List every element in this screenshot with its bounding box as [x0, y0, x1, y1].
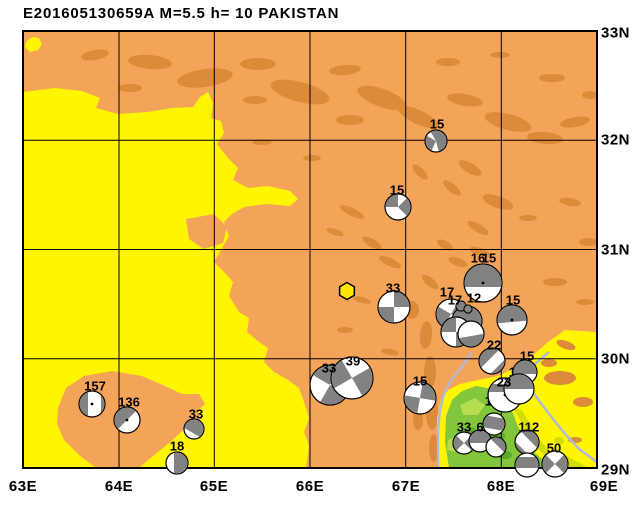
- depth-label: 39: [346, 354, 360, 369]
- x-tick-label: 63E: [8, 478, 38, 495]
- focal-mechanism-ball: [403, 381, 437, 415]
- focal-mechanism-ball: [514, 429, 540, 455]
- focal-mechanism-ball: [384, 193, 412, 221]
- province-border-line: [436, 351, 474, 468]
- depth-label: 1: [518, 420, 525, 435]
- focal-mechanism-ball: [514, 452, 540, 478]
- depth-label: 17: [440, 285, 454, 300]
- depth-label: 16: [471, 251, 485, 266]
- depth-label: 12: [467, 291, 481, 306]
- depth-label: 12: [525, 420, 539, 435]
- focal-mechanism-ball: [78, 390, 106, 418]
- depth-label: 33: [386, 281, 400, 296]
- focal-mechanism-ball: [424, 129, 448, 153]
- depth-label: 33: [457, 420, 471, 435]
- focal-mechanism-ball: [377, 290, 411, 324]
- focal-mechanism-ball: [113, 406, 141, 434]
- focal-mechanism-ball: [457, 320, 485, 348]
- y-tick-label: 31N: [601, 241, 631, 259]
- depth-label: 17: [448, 293, 462, 308]
- focal-mechanism-ball: [463, 304, 473, 314]
- y-tick-label: 30N: [601, 350, 631, 368]
- map-title: E201605130659A M=5.5 h= 10 PAKISTAN: [23, 5, 340, 22]
- focal-mechanism-ball: [478, 347, 506, 375]
- depth-label: 33: [322, 361, 336, 376]
- focal-mechanism-ball: [541, 450, 569, 478]
- x-tick-label: 67E: [391, 478, 421, 495]
- event-hexagon-marker: [338, 281, 356, 301]
- x-tick-label: 66E: [295, 478, 325, 495]
- map-frame: [22, 30, 598, 469]
- depth-label: 23: [497, 375, 511, 390]
- y-tick-label: 33N: [601, 24, 631, 42]
- y-tick-label: 32N: [601, 131, 631, 149]
- depth-label: 18: [170, 439, 184, 454]
- focal-mechanism-ball: [183, 418, 205, 440]
- focal-mechanism-ball: [482, 412, 506, 436]
- focal-mechanism-ball: [463, 263, 503, 303]
- focal-mechanism-ball: [485, 436, 507, 458]
- focal-mechanism-ball: [165, 451, 189, 475]
- depth-label: 15: [506, 293, 520, 308]
- depth-label: 15: [430, 117, 444, 132]
- depth-label: 6: [476, 420, 483, 435]
- depth-label: 22: [487, 338, 501, 353]
- depth-label: 50: [547, 441, 561, 456]
- depth-label: 33: [189, 407, 203, 422]
- depth-label: 15: [413, 374, 427, 389]
- depth-label: 15: [482, 251, 496, 266]
- depth-label: 136: [118, 395, 140, 410]
- x-tick-label: 65E: [199, 478, 229, 495]
- x-tick-label: 64E: [104, 478, 134, 495]
- depth-label: 15: [390, 183, 404, 198]
- focal-mechanisms-layer: [78, 129, 569, 478]
- x-tick-label: 69E: [589, 478, 619, 495]
- focal-mechanism-ball: [496, 304, 528, 336]
- focal-mechanism-ball: [330, 356, 374, 400]
- y-tick-label: 29N: [601, 461, 631, 479]
- x-tick-label: 68E: [486, 478, 516, 495]
- depth-label: 15: [520, 349, 534, 364]
- focal-mechanism-ball: [503, 373, 535, 405]
- depth-label: 157: [84, 379, 106, 394]
